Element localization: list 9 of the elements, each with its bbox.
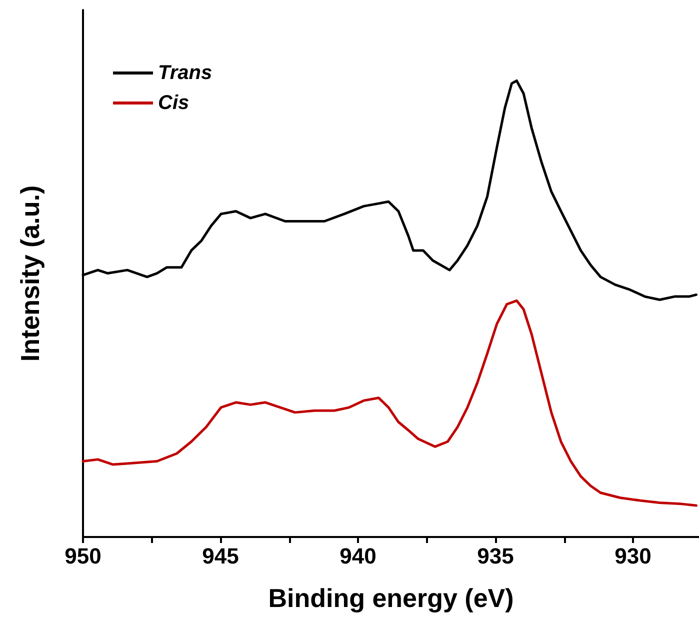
x-axis-title: Binding energy (eV) — [268, 583, 514, 613]
legend-label: Cis — [158, 92, 190, 114]
x-tick-label: 940 — [340, 544, 376, 568]
x-tick-label: 935 — [477, 544, 514, 568]
y-axis-title: Intensity (a.u.) — [15, 185, 45, 362]
x-tick-label: 945 — [202, 544, 239, 568]
legend-label: Trans — [158, 62, 212, 84]
x-tick-label: 930 — [614, 544, 652, 568]
x-tick-label: 950 — [64, 544, 102, 568]
